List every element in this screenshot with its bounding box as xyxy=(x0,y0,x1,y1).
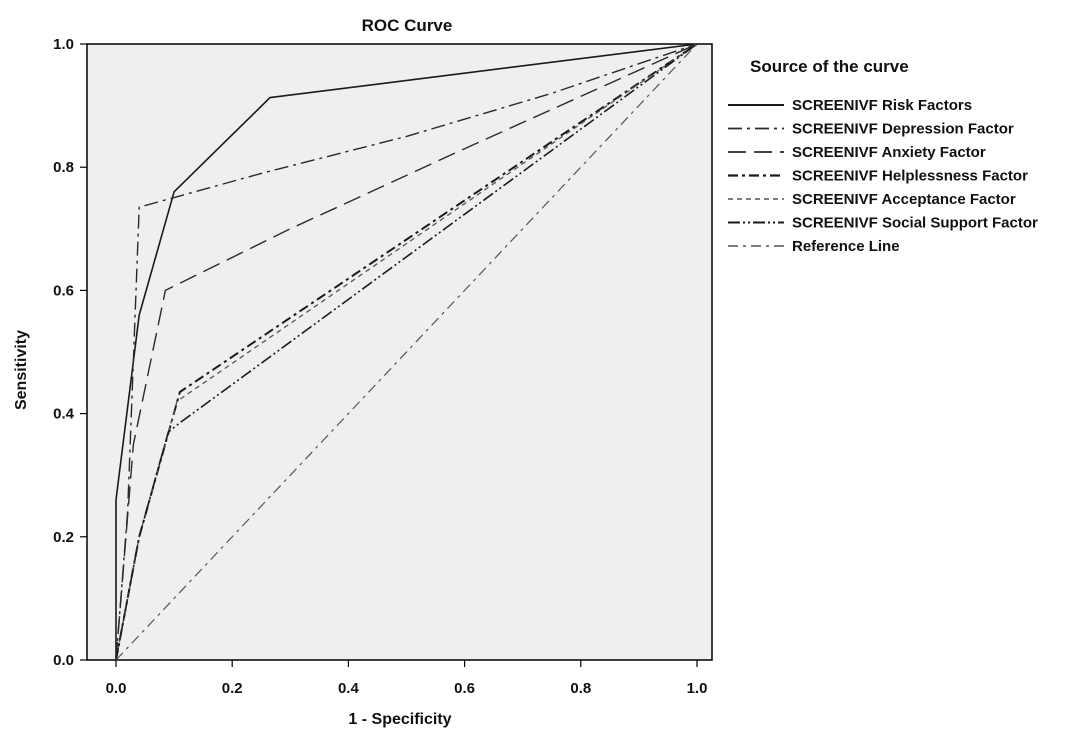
x-tick-label: 0.0 xyxy=(106,680,127,697)
x-axis-label: 1 - Specificity xyxy=(348,711,451,728)
legend-label-7: Reference Line xyxy=(792,238,900,255)
legend: Source of the curve SCREENIVF Risk Facto… xyxy=(728,57,1038,255)
x-tick-label: 0.4 xyxy=(338,680,360,697)
y-tick-label: 0.8 xyxy=(53,159,74,176)
y-tick-label: 0.0 xyxy=(53,652,74,669)
y-axis: 0.0 0.2 0.4 0.6 0.8 1.0 xyxy=(53,36,87,669)
x-axis: 0.0 0.2 0.4 0.6 0.8 1.0 xyxy=(106,660,708,697)
legend-label-6: SCREENIVF Social Support Factor xyxy=(792,215,1038,232)
y-tick-label: 0.2 xyxy=(53,529,74,546)
x-tick-label: 0.8 xyxy=(570,680,591,697)
chart-title: ROC Curve xyxy=(362,16,453,35)
legend-label-5: SCREENIVF Acceptance Factor xyxy=(792,191,1016,208)
plot-area xyxy=(87,44,712,660)
x-tick-label: 0.6 xyxy=(454,680,475,697)
legend-label-3: SCREENIVF Anxiety Factor xyxy=(792,144,986,161)
legend-label-4: SCREENIVF Helplessness Factor xyxy=(792,168,1028,185)
legend-label-2: SCREENIVF Depression Factor xyxy=(792,121,1014,138)
legend-label-1: SCREENIVF Risk Factors xyxy=(792,97,972,114)
legend-title: Source of the curve xyxy=(750,57,909,76)
y-axis-label: Sensitivity xyxy=(13,330,30,410)
y-tick-label: 0.4 xyxy=(53,406,75,423)
x-tick-label: 1.0 xyxy=(687,680,708,697)
y-tick-label: 1.0 xyxy=(53,36,74,53)
x-tick-label: 0.2 xyxy=(222,680,243,697)
y-tick-label: 0.6 xyxy=(53,282,74,299)
